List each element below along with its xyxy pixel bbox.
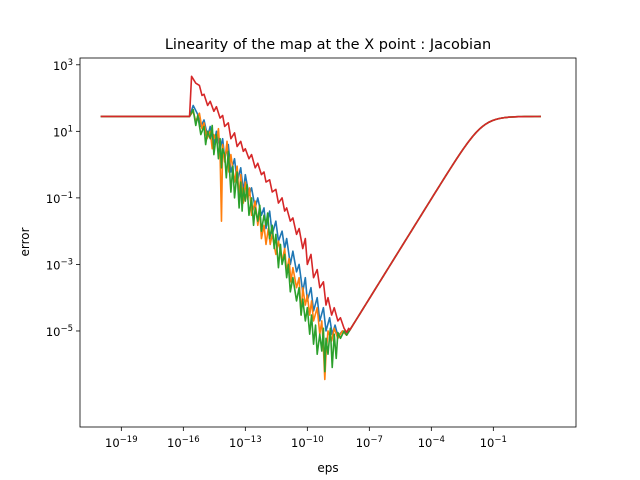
plot-area xyxy=(79,57,577,428)
series-line-4 xyxy=(100,75,541,334)
y-tick-label: 103 xyxy=(53,58,73,73)
y-axis: 103 101 10−1 10−3 10−5 xyxy=(46,58,80,339)
x-axis: 10−19 10−16 10−13 10−10 10−7 10−4 10−1 xyxy=(105,427,507,450)
series-layer xyxy=(100,75,541,381)
x-tick-label: 10−1 xyxy=(480,435,507,450)
x-tick-label: 10−10 xyxy=(291,435,324,450)
x-tick-label: 10−19 xyxy=(105,435,138,450)
x-tick-label: 10−13 xyxy=(229,435,262,450)
x-tick-label: 10−16 xyxy=(167,435,200,450)
y-tick-label: 101 xyxy=(53,124,73,139)
y-tick-label: 10−1 xyxy=(46,191,73,206)
y-tick-label: 10−5 xyxy=(46,324,73,339)
plot-frame xyxy=(79,57,577,428)
x-tick-label: 10−4 xyxy=(418,435,445,450)
y-tick-label: 10−3 xyxy=(46,257,73,272)
x-axis-label: eps xyxy=(317,461,338,475)
y-axis-label: error xyxy=(18,227,32,256)
x-tick-label: 10−7 xyxy=(356,435,383,450)
chart-title: Linearity of the map at the X point : Ja… xyxy=(165,37,491,53)
